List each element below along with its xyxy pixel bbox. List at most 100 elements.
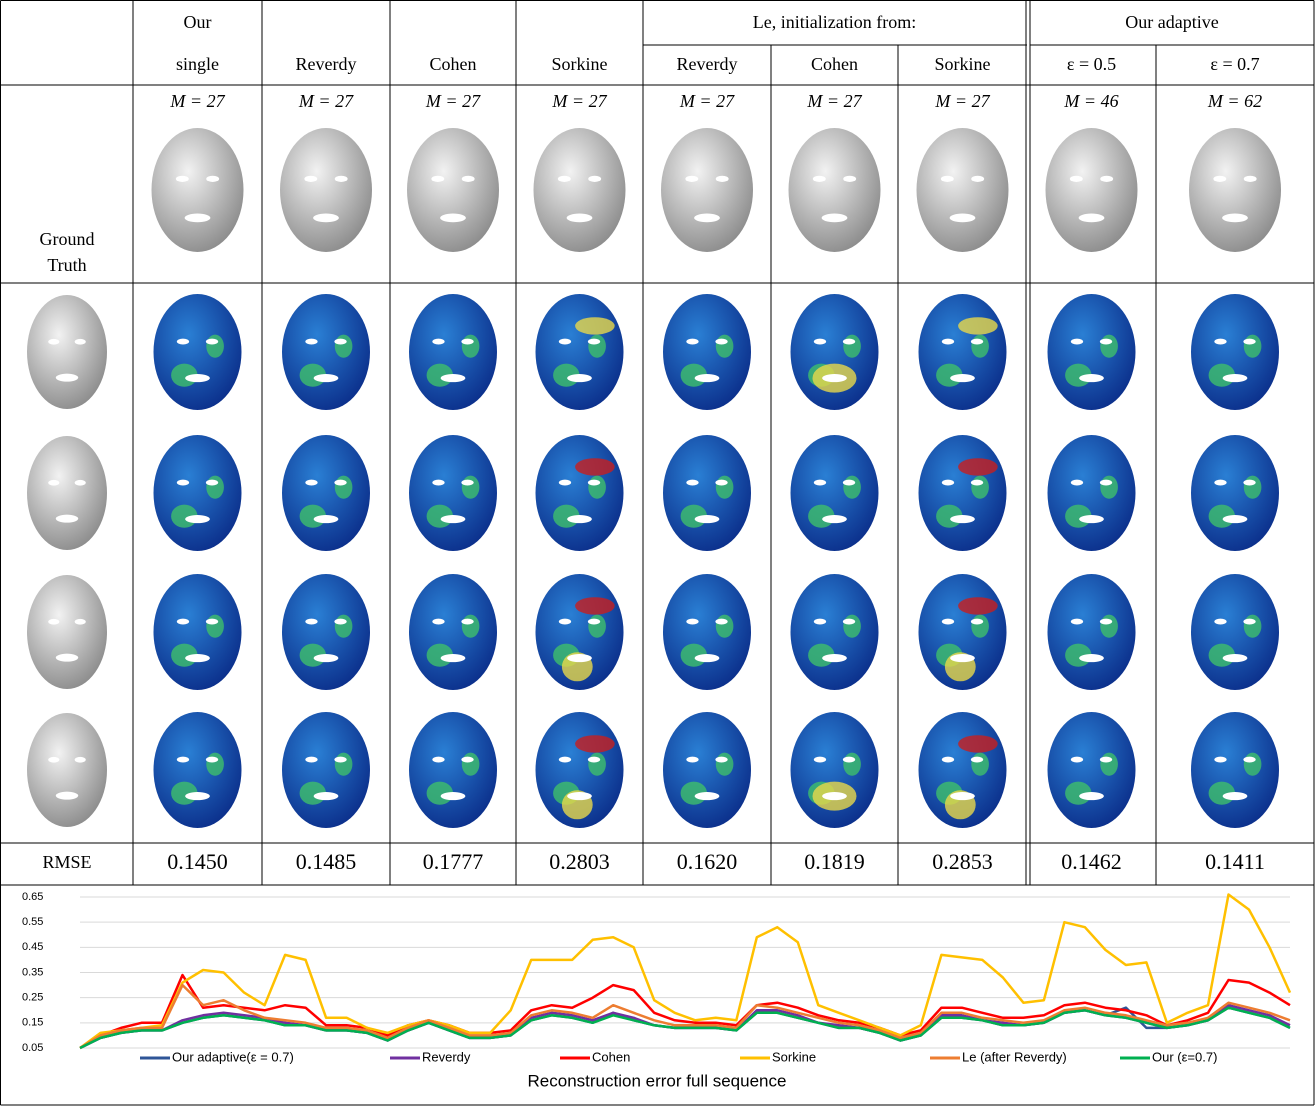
heat-blob (206, 476, 224, 499)
mouth (822, 654, 847, 662)
heat-blob (1100, 476, 1118, 499)
eye (843, 480, 855, 486)
eye (814, 757, 826, 763)
eye (1213, 176, 1226, 182)
eye (716, 176, 729, 182)
eye (559, 339, 571, 345)
eye (971, 619, 983, 625)
eye (432, 480, 444, 486)
mouth (695, 654, 720, 662)
face-image (536, 712, 624, 828)
face-image (407, 128, 499, 252)
eye (843, 619, 855, 625)
eye (1214, 619, 1226, 625)
mouth (314, 654, 339, 662)
eye (559, 619, 571, 625)
face-image (1191, 712, 1279, 828)
page: {"table": { "header": {"our": "Our", "le… (0, 0, 1315, 1106)
face (282, 574, 370, 690)
face (27, 713, 107, 827)
mouth (695, 374, 720, 382)
eye (206, 339, 218, 345)
face (661, 128, 753, 252)
eye (462, 176, 475, 182)
mouth (56, 654, 78, 662)
eye (1244, 176, 1257, 182)
heat-blob (843, 476, 861, 499)
eye (461, 619, 473, 625)
face-image (536, 294, 624, 410)
heat-blob (575, 735, 615, 752)
mouth (56, 792, 78, 800)
column-header: ε = 0.7 (1210, 54, 1259, 74)
mouth (313, 214, 339, 223)
eye (431, 176, 444, 182)
legend-label: Our adaptive(ε = 0.7) (172, 1049, 294, 1064)
eye (813, 176, 826, 182)
face (536, 435, 624, 551)
mouth (567, 515, 592, 523)
heat-blob (958, 735, 998, 752)
face-image (1191, 435, 1279, 551)
eye (843, 757, 855, 763)
face-image (409, 294, 497, 410)
face-image (409, 435, 497, 551)
face-image (919, 435, 1007, 551)
eye (432, 619, 444, 625)
mouth (822, 374, 847, 382)
heat-blob (575, 458, 615, 475)
eye (176, 176, 189, 182)
face (407, 128, 499, 252)
column-header: Reverdy (296, 54, 357, 74)
heat-blob (716, 335, 734, 358)
mouth (441, 374, 466, 382)
face (1046, 128, 1138, 252)
rmse-value: 0.1819 (804, 849, 865, 874)
legend-label: Our (ε=0.7) (1152, 1049, 1217, 1064)
mouth (1079, 515, 1104, 523)
mouth (441, 515, 466, 523)
mouth (822, 214, 848, 223)
face (409, 435, 497, 551)
face-image (1048, 435, 1136, 551)
heat-blob (716, 476, 734, 499)
eye (588, 339, 600, 345)
eye (588, 619, 600, 625)
face (536, 294, 624, 410)
face (409, 712, 497, 828)
heat-blob (462, 476, 480, 499)
face (282, 712, 370, 828)
eye (48, 619, 59, 625)
face-image (409, 712, 497, 828)
heat-blob (206, 335, 224, 358)
eye (206, 480, 218, 486)
face-image (282, 712, 370, 828)
eye (1214, 480, 1226, 486)
mouth (1223, 374, 1248, 382)
rmse-label: RMSE (42, 852, 91, 872)
eye (814, 339, 826, 345)
face-image (536, 435, 624, 551)
landmark-count: M = 46 (1063, 91, 1118, 111)
eye (715, 619, 727, 625)
column-header: single (176, 54, 219, 74)
mouth (1079, 374, 1104, 382)
eye (75, 619, 86, 625)
mouth (695, 515, 720, 523)
landmark-count: M = 27 (551, 91, 607, 111)
heat-blob (971, 753, 989, 776)
column-header: Sorkine (935, 54, 991, 74)
eye (971, 339, 983, 345)
mouth (822, 515, 847, 523)
series-line (80, 975, 1290, 1048)
mouth (185, 792, 210, 800)
face-image (661, 128, 753, 252)
eye (461, 757, 473, 763)
eye (1100, 757, 1112, 763)
face (27, 295, 107, 409)
face (154, 574, 242, 690)
heat-blob (335, 476, 353, 499)
face-image (1048, 574, 1136, 690)
landmark-count: M = 62 (1207, 91, 1262, 111)
rmse-value: 0.1411 (1205, 849, 1265, 874)
